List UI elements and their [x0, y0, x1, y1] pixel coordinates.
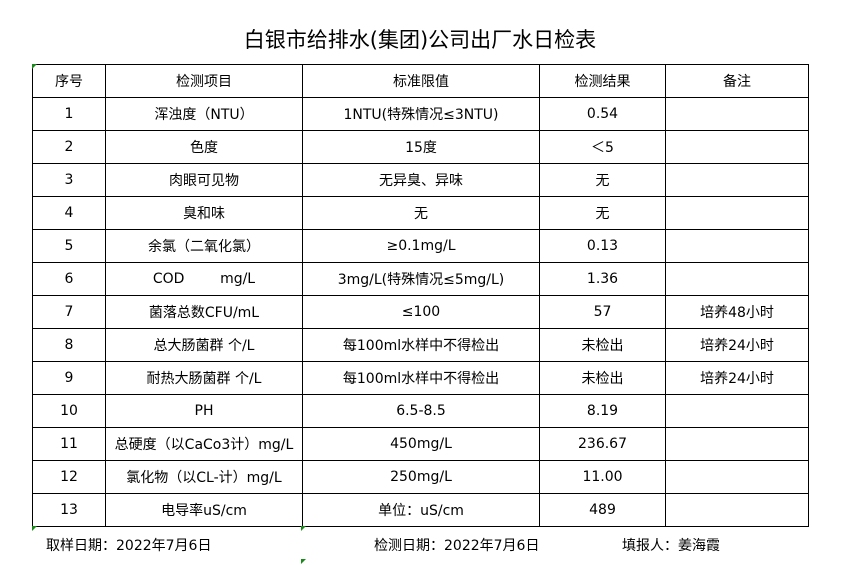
- table-cell: 11.00: [539, 460, 666, 494]
- table-cell: 无: [539, 163, 666, 197]
- table-cell: 无: [539, 196, 666, 230]
- table-row: 2 色度 15度 ＜5: [32, 130, 809, 164]
- table-row: 9 耐热大肠菌群 个/L 每100ml水样中不得检出 未检出 培养24小时: [32, 361, 809, 395]
- table-cell: 无: [302, 196, 540, 230]
- table-cell: [665, 262, 809, 296]
- table-cell: [665, 493, 809, 527]
- header-cell: 备注: [665, 64, 809, 98]
- table-cell: 6.5-8.5: [302, 394, 540, 428]
- table-cell: ＜5: [539, 130, 666, 164]
- table-row: 12 氯化物（以CL-计）mg/L 250mg/L 11.00: [32, 460, 809, 494]
- table-cell: [665, 196, 809, 230]
- table-cell: 11: [32, 427, 106, 461]
- table-cell: 电导率uS/cm: [105, 493, 303, 527]
- table-cell: [665, 427, 809, 461]
- table-cell: [665, 163, 809, 197]
- table-cell: 无异臭、异味: [302, 163, 540, 197]
- table-cell: 15度: [302, 130, 540, 164]
- cell-marker: [32, 64, 37, 69]
- table-cell: 13: [32, 493, 106, 527]
- table-cell: 0.13: [539, 229, 666, 263]
- table-cell: 每100ml水样中不得检出: [302, 361, 540, 395]
- table-cell: 1.36: [539, 262, 666, 296]
- table-cell: 色度: [105, 130, 303, 164]
- table-cell: [665, 394, 809, 428]
- table-cell: [665, 130, 809, 164]
- table-cell: 余氯（二氧化氯）: [105, 229, 303, 263]
- table-cell: 57: [539, 295, 666, 329]
- table-row: 3 肉眼可见物 无异臭、异味无: [32, 163, 809, 197]
- table-row: 10 PH 6.5-8.5 8.19: [32, 394, 809, 428]
- table-cell: 1NTU(特殊情况≤3NTU): [302, 97, 540, 131]
- table-row: 4 臭和味无无: [32, 196, 809, 230]
- table-cell: 236.67: [539, 427, 666, 461]
- table-header-row: 序号 检测项目 标准限值 检测结果 备注: [32, 64, 809, 98]
- test-date: 检测日期：2022年7月6日: [374, 538, 540, 554]
- table-cell: 培养24小时: [665, 361, 809, 395]
- table-cell: 未检出: [539, 361, 666, 395]
- table-cell: 菌落总数CFU/mL: [105, 295, 303, 329]
- table-cell: 250mg/L: [302, 460, 540, 494]
- table-cell: 0.54: [539, 97, 666, 131]
- table-cell: 4: [32, 196, 106, 230]
- table-cell: ≥0.1mg/L: [302, 229, 540, 263]
- table-cell: 臭和味: [105, 196, 303, 230]
- table-row: 11 总硬度（以CaCo3计）mg/L 450mg/L 236.67: [32, 427, 809, 461]
- table-cell: 8: [32, 328, 106, 362]
- table-cell: 耐热大肠菌群 个/L: [105, 361, 303, 395]
- table-row: 5 余氯（二氧化氯） ≥0.1mg/L 0.13: [32, 229, 809, 263]
- table-cell: 5: [32, 229, 106, 263]
- table-cell: 培养24小时: [665, 328, 809, 362]
- table-cell: [665, 460, 809, 494]
- table-cell: 总硬度（以CaCo3计）mg/L: [105, 427, 303, 461]
- cell-marker: [32, 526, 37, 531]
- table-row: 8 总大肠菌群 个/L 每100ml水样中不得检出 未检出 培养24小时: [32, 328, 809, 362]
- table-cell: 3mg/L(特殊情况≤5mg/L): [302, 262, 540, 296]
- table-cell: 10: [32, 394, 106, 428]
- table-cell: 12: [32, 460, 106, 494]
- sample-date: 取样日期：2022年7月6日: [46, 538, 212, 554]
- header-cell: 标准限值: [302, 64, 540, 98]
- table-row: 1 浑浊度（NTU） 1NTU(特殊情况≤3NTU) 0.54: [32, 97, 809, 131]
- table-cell: 3: [32, 163, 106, 197]
- table-row: 6 COD mg/L 3mg/L(特殊情况≤5mg/L) 1.36: [32, 262, 809, 296]
- table-cell: 489: [539, 493, 666, 527]
- table-cell: 8.19: [539, 394, 666, 428]
- table-cell: [665, 229, 809, 263]
- table-cell: ≤100: [302, 295, 540, 329]
- header-cell: 检测结果: [539, 64, 666, 98]
- header-cell: 序号: [32, 64, 106, 98]
- cell-marker: [301, 559, 306, 564]
- table-cell: 1: [32, 97, 106, 131]
- inspection-table: 序号 检测项目 标准限值 检测结果 备注 1 浑浊度（NTU） 1NTU(特殊情况≤…: [32, 64, 809, 527]
- table-cell: 单位：uS/cm: [302, 493, 540, 527]
- table-cell: 肉眼可见物: [105, 163, 303, 197]
- table-cell: 450mg/L: [302, 427, 540, 461]
- table-cell: [665, 97, 809, 131]
- table-cell: 培养48小时: [665, 295, 809, 329]
- table-cell: 氯化物（以CL-计）mg/L: [105, 460, 303, 494]
- table-row: 7 菌落总数CFU/mL ≤100 57 培养48小时: [32, 295, 809, 329]
- table-cell: 6: [32, 262, 106, 296]
- table-cell: 7: [32, 295, 106, 329]
- table-cell: 2: [32, 130, 106, 164]
- page-title: 白银市给排水(集团)公司出厂水日检表: [243, 28, 597, 52]
- table-cell: 浑浊度（NTU）: [105, 97, 303, 131]
- reporter: 填报人：姜海霞: [622, 538, 720, 554]
- table-row: 13 电导率uS/cm 单位：uS/cm 489: [32, 493, 809, 527]
- table-cell: 未检出: [539, 328, 666, 362]
- table-cell: COD mg/L: [105, 262, 303, 296]
- cell-marker: [301, 526, 306, 531]
- header-cell: 检测项目: [105, 64, 303, 98]
- table-cell: PH: [105, 394, 303, 428]
- table-cell: 总大肠菌群 个/L: [105, 328, 303, 362]
- table-cell: 每100ml水样中不得检出: [302, 328, 540, 362]
- table-cell: 9: [32, 361, 106, 395]
